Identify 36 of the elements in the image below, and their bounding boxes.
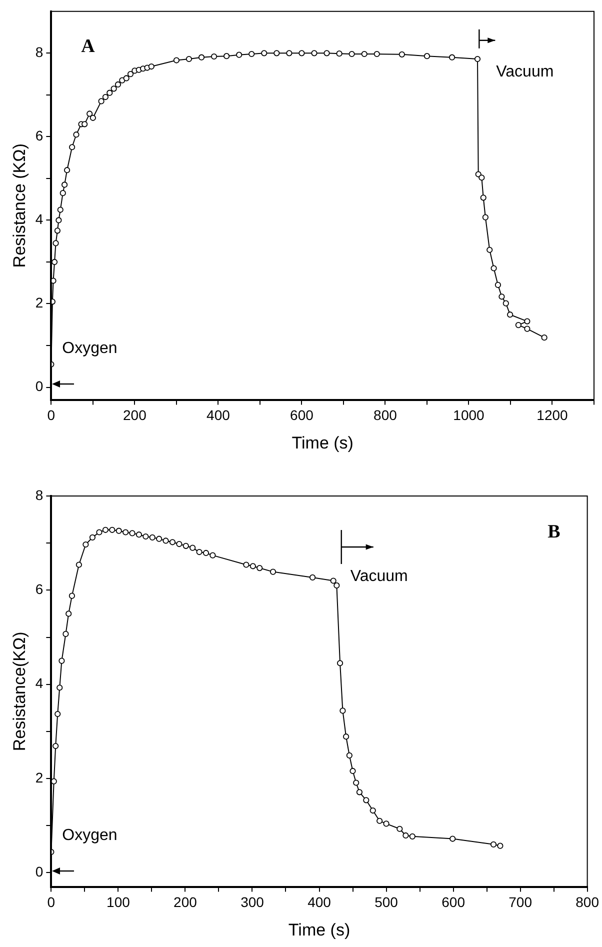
y-tick-label: 2 bbox=[35, 294, 44, 311]
x-tick-label: 600 bbox=[442, 894, 466, 910]
x-tick-label: 500 bbox=[374, 894, 398, 910]
x-tick-label: 800 bbox=[576, 894, 600, 910]
y-tick-label: 8 bbox=[35, 486, 44, 503]
x-tick-label: 1000 bbox=[453, 407, 485, 424]
y-tick-label: 8 bbox=[35, 44, 44, 60]
x-tick-label: 100 bbox=[106, 894, 130, 910]
y-tick-label: 0 bbox=[35, 378, 44, 394]
annotation: Oxygen bbox=[62, 826, 118, 844]
y-tick-label: 0 bbox=[35, 864, 44, 880]
x-tick-label: 300 bbox=[240, 894, 264, 910]
ref-line-label: Vacuum bbox=[496, 63, 554, 80]
x-tick-label: 200 bbox=[123, 407, 147, 424]
x-tick-label: 600 bbox=[290, 407, 314, 424]
text: B bbox=[548, 521, 561, 542]
annotation: Oxygen bbox=[62, 340, 118, 357]
x-tick-label: 400 bbox=[308, 894, 332, 910]
x-tick-label: 0 bbox=[47, 407, 56, 424]
y-axis-title: Resistance (KΩ) bbox=[10, 144, 29, 268]
x-tick-label: 1200 bbox=[536, 407, 568, 424]
y-tick-label: 6 bbox=[35, 128, 44, 144]
x-axis-title: Time (s) bbox=[292, 433, 354, 452]
ref-line-label: Vacuum bbox=[350, 568, 408, 585]
x-tick-label: 200 bbox=[174, 894, 198, 910]
y-tick-label: 2 bbox=[35, 769, 44, 786]
x-tick-label: 700 bbox=[508, 894, 532, 910]
x-tick-label: 800 bbox=[374, 407, 398, 424]
y-tick-label: 6 bbox=[35, 581, 44, 598]
y-tick-label: 4 bbox=[35, 211, 44, 228]
text: A bbox=[81, 36, 96, 57]
y-tick-label: 4 bbox=[35, 675, 44, 692]
x-axis-title: Time (s) bbox=[288, 920, 350, 940]
y-axis-title: Resistance(KΩ) bbox=[10, 632, 29, 752]
x-tick-label: 400 bbox=[206, 407, 230, 424]
x-tick-label: 0 bbox=[47, 894, 56, 910]
